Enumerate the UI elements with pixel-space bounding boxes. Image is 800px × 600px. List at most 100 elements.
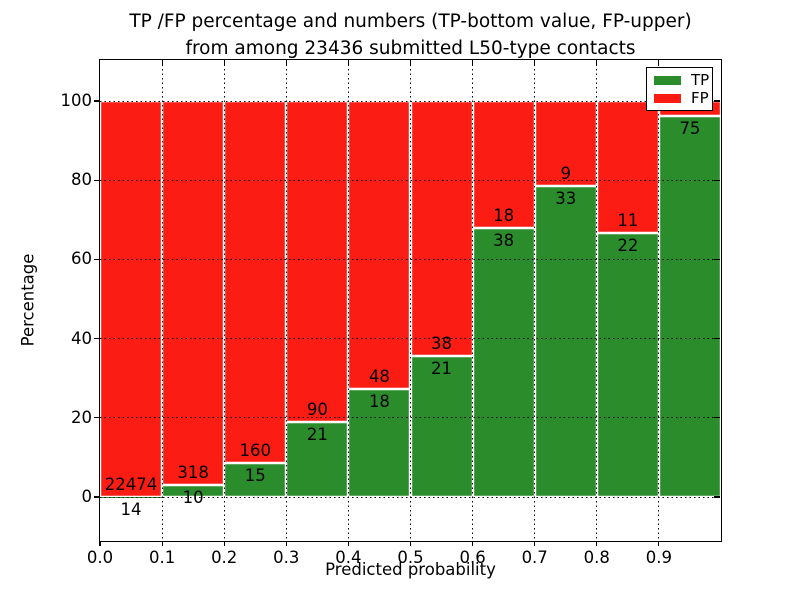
y-tick-mark bbox=[94, 258, 100, 260]
tp-count-label: 33 bbox=[555, 188, 577, 208]
h-gridline bbox=[100, 338, 721, 340]
fp-bar-segment bbox=[596, 101, 659, 233]
fp-bar-segment bbox=[100, 101, 163, 497]
tp-count-label: 14 bbox=[120, 499, 142, 519]
x-tick-label: 0.5 bbox=[397, 548, 424, 567]
y-tick-mark-right bbox=[714, 100, 720, 102]
h-gridline bbox=[100, 496, 721, 498]
fp-count-label: 11 bbox=[617, 210, 639, 230]
v-gridline bbox=[410, 60, 411, 541]
x-tick-mark-top bbox=[658, 60, 660, 66]
x-tick-label: 0.3 bbox=[273, 548, 300, 567]
v-gridline bbox=[596, 60, 598, 541]
v-gridline bbox=[534, 60, 536, 541]
fp-bar-segment bbox=[162, 101, 225, 485]
x-tick-mark bbox=[596, 541, 598, 546]
x-tick-label: 0.8 bbox=[583, 548, 610, 567]
legend-entry-tp: TP bbox=[654, 70, 712, 89]
x-tick-label: 0.2 bbox=[211, 548, 238, 567]
chart-title-line2: from among 23436 submitted L50-type cont… bbox=[185, 38, 636, 59]
x-tick-mark bbox=[347, 541, 349, 546]
x-tick-label: 0.7 bbox=[521, 548, 548, 567]
v-gridline bbox=[161, 60, 163, 541]
fp-count-label: 160 bbox=[239, 441, 271, 461]
x-tick-mark-top bbox=[223, 60, 225, 66]
x-tick-label: 0.9 bbox=[645, 548, 673, 567]
fp-count-label: 9 bbox=[560, 163, 571, 183]
tp-count-label: 18 bbox=[368, 392, 390, 411]
tp-bar-segment bbox=[534, 185, 597, 497]
h-gridline bbox=[100, 258, 721, 260]
y-tick-mark-right bbox=[714, 179, 720, 181]
y-tick-mark bbox=[94, 496, 100, 498]
v-gridline bbox=[472, 60, 474, 541]
fp-bar-segment bbox=[410, 101, 473, 357]
v-gridline bbox=[285, 60, 287, 541]
fp-bar-segment bbox=[472, 101, 535, 229]
fp-count-label: 48 bbox=[368, 367, 390, 386]
legend-swatch-fp bbox=[654, 93, 681, 103]
chart-title-line1: TP /FP percentage and numbers (TP-bottom… bbox=[129, 11, 692, 32]
fp-count-label: 18 bbox=[493, 206, 515, 226]
fp-count-label: 318 bbox=[177, 462, 209, 482]
x-tick-label: 0.6 bbox=[459, 548, 486, 567]
x-tick-mark-top bbox=[285, 60, 287, 66]
fp-count-label: 90 bbox=[306, 400, 328, 420]
tp-count-label: 22 bbox=[617, 235, 639, 255]
x-tick-mark-top bbox=[161, 60, 163, 66]
x-tick-mark bbox=[534, 541, 536, 546]
x-tick-mark-top bbox=[534, 60, 536, 66]
y-tick-label: 60 bbox=[71, 249, 92, 269]
tp-bar-segment bbox=[286, 422, 349, 497]
tp-bar-segment bbox=[596, 232, 659, 497]
h-gridline bbox=[100, 417, 721, 419]
v-gridline bbox=[223, 60, 225, 541]
h-gridline bbox=[100, 100, 721, 102]
x-tick-mark-top bbox=[409, 60, 412, 66]
tp-bar-segment bbox=[224, 463, 287, 497]
legend: TP FP bbox=[646, 67, 713, 111]
x-tick-mark bbox=[161, 541, 163, 546]
y-tick-mark bbox=[94, 338, 100, 340]
x-tick-mark bbox=[658, 541, 660, 546]
legend-label-tp: TP bbox=[691, 70, 710, 89]
h-gridline bbox=[100, 179, 721, 181]
y-axis-label: Percentage bbox=[18, 253, 38, 347]
tp-count-label: 21 bbox=[306, 425, 328, 445]
x-tick-mark bbox=[99, 541, 101, 546]
fp-bar-segment bbox=[534, 101, 597, 186]
tp-count-label: 75 bbox=[679, 119, 701, 139]
y-tick-mark bbox=[94, 100, 100, 102]
fp-bar-segment bbox=[286, 101, 349, 423]
y-tick-label: 0 bbox=[81, 487, 93, 506]
tp-count-label: 10 bbox=[182, 487, 204, 507]
v-gridline bbox=[658, 60, 660, 541]
x-tick-label: 0.1 bbox=[148, 548, 176, 567]
x-tick-mark-top bbox=[472, 60, 474, 66]
y-tick-mark-right bbox=[714, 258, 720, 260]
fp-count-label: 38 bbox=[431, 334, 453, 354]
tp-count-label: 21 bbox=[431, 359, 453, 379]
fp-bar-segment bbox=[348, 101, 411, 389]
y-tick-mark-right bbox=[714, 417, 720, 419]
y-tick-label: 20 bbox=[71, 407, 92, 427]
x-tick-mark bbox=[472, 541, 474, 546]
y-tick-mark bbox=[94, 417, 100, 419]
y-tick-mark-right bbox=[714, 496, 720, 498]
x-tick-mark-top bbox=[347, 60, 349, 66]
v-gridline bbox=[347, 60, 349, 541]
y-tick-mark bbox=[94, 179, 100, 181]
x-tick-label: 0.4 bbox=[335, 548, 362, 567]
tp-count-label: 38 bbox=[493, 231, 515, 251]
tp-bar-segment bbox=[472, 228, 535, 497]
tp-bar-segment bbox=[348, 389, 411, 497]
y-tick-label: 100 bbox=[60, 91, 93, 110]
legend-entry-fp: FP bbox=[654, 88, 712, 107]
x-tick-mark bbox=[409, 541, 412, 546]
y-tick-label: 40 bbox=[71, 328, 92, 348]
tp-bar-segment bbox=[162, 484, 225, 497]
x-tick-mark-top bbox=[596, 60, 598, 66]
x-axis-label: Predicted probability bbox=[325, 560, 496, 579]
legend-label-fp: FP bbox=[691, 88, 709, 107]
